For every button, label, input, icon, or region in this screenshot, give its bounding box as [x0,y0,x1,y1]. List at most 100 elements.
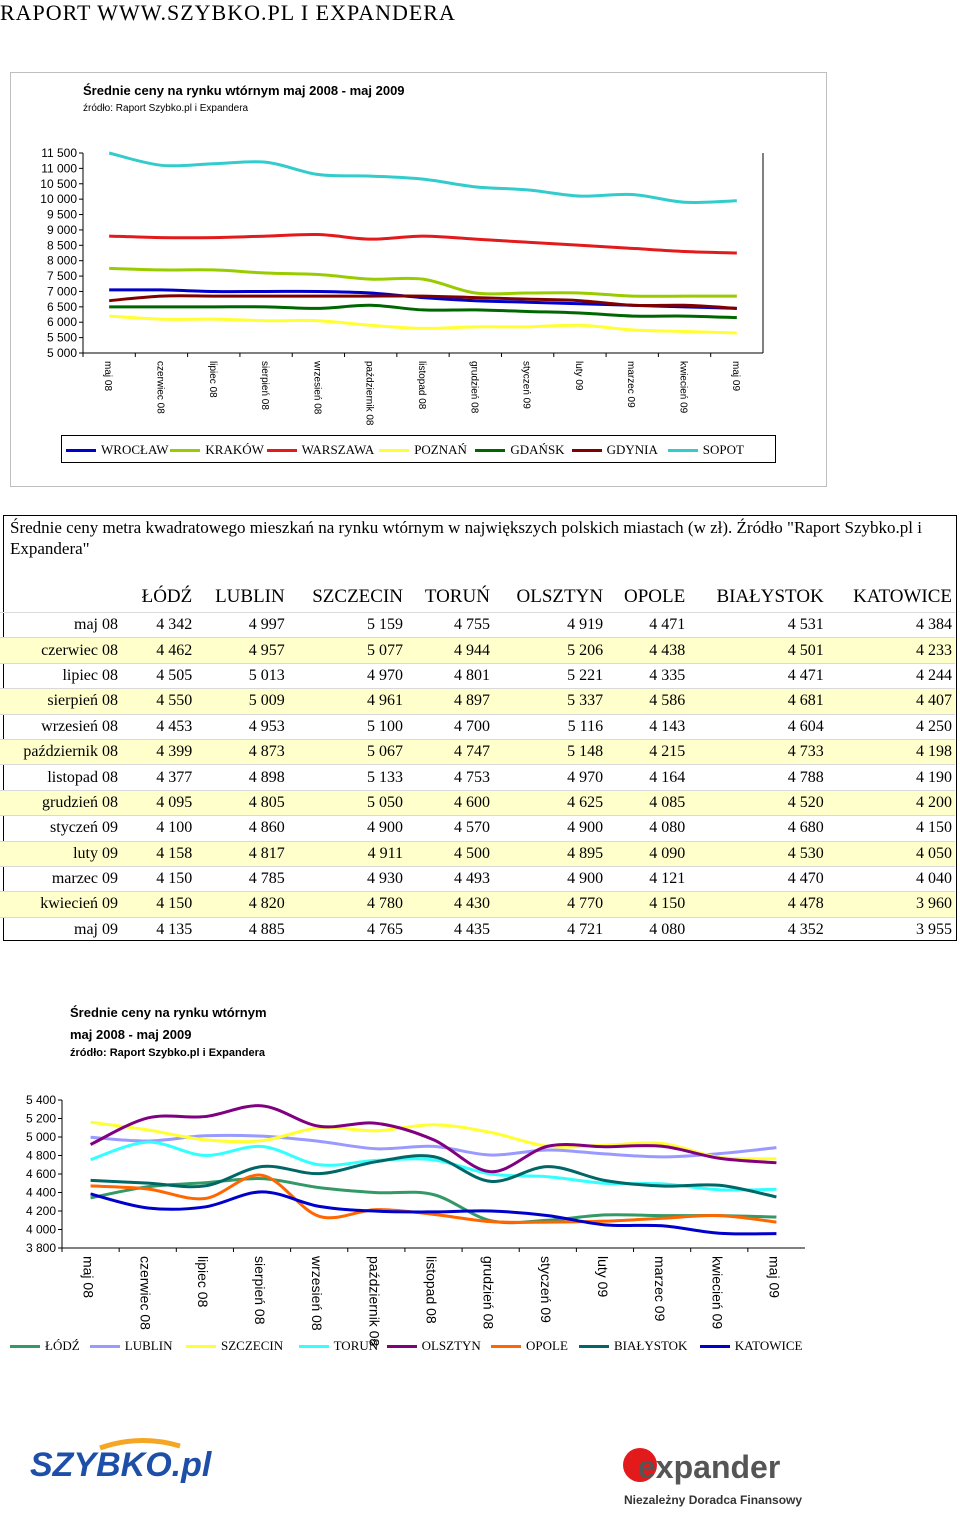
table-cell: 4 733 [688,738,827,765]
table-cell: 4 150 [126,891,196,918]
row-label: luty 09 [0,840,126,867]
table-cell: 4 970 [287,662,407,689]
series-line [108,151,737,204]
table-cell: 4 961 [287,688,407,715]
column-header: SZCZECIN [312,586,404,607]
table-cell: 4 233 [826,637,955,664]
legend-swatch [10,1344,40,1348]
price-table: ŁÓDŹ LUBLIN SZCZECIN TORUŃ OLSZTYN OPOLE BIAŁY… [0,582,955,943]
row-label: wrzesień 08 [0,713,126,740]
table-cell: 4 478 [688,891,827,918]
table-cell: 4 150 [126,865,196,892]
legend-label: BIAŁYSTOK [614,1338,688,1353]
legend-item: LUBLIN [89,1338,172,1354]
table-row: lipiec 08 4 505 5 013 4 970 4 801 5 221 4 335 4… [0,662,955,689]
table-cell: 4 453 [126,713,196,740]
table-cell: 4 164 [606,764,689,791]
y-tick-label: 4 600 [26,1167,56,1181]
table-row: wrzesień 08 4 453 4 953 5 100 4 700 5 116 4 14… [0,713,955,740]
row-label: lipiec 08 [0,662,126,689]
table-cell: 5 050 [287,789,407,816]
x-tick-label: listopad 08 [424,1256,440,1324]
row-label: maj 08 [0,611,126,638]
table-cell: 4 900 [492,865,607,892]
table-cell: 4 435 [406,916,493,943]
szybko-logo: SZYBKO.pl [30,1436,230,1501]
x-tick-label: lipiec 08 [207,361,218,398]
legend-swatch [170,448,201,452]
x-tick-label: październik 08 [364,361,375,426]
y-tick-label: 4 200 [26,1204,56,1218]
table-cell: 4 570 [406,815,493,842]
table-cell: 5 009 [195,688,288,715]
table-cell: 4 785 [195,865,288,892]
x-tick-label: kwiecień 09 [709,1256,725,1329]
legend-label: SOPOT [702,442,744,457]
legend-swatch [475,448,506,452]
x-tick-label: październik 08 [366,1256,382,1346]
row-label: listopad 08 [0,764,126,791]
table-cell: 4 430 [406,891,493,918]
legend-item: KRAKÓW [170,442,264,458]
row-label: październik 08 [0,738,126,765]
legend-swatch [379,448,410,452]
series-line [109,294,737,310]
legend-swatch [386,1344,417,1348]
y-tick-label: 4 800 [26,1149,56,1163]
legend-item: SZCZECIN [186,1338,283,1354]
table-cell: 4 944 [406,637,493,664]
table-cell: 4 770 [492,891,607,918]
table-row: grudzień 08 4 095 4 805 5 050 4 600 4 625 4 08… [0,789,955,816]
table-cell: 4 200 [826,789,955,816]
table-cell: 4 680 [688,815,827,842]
table-row: luty 09 4 158 4 817 4 911 4 500 4 895 4 090 4 5… [0,840,955,867]
table-cell: 4 801 [406,662,493,689]
x-tick-label: lipiec 08 [195,1256,211,1308]
table-cell: 5 337 [492,688,607,715]
table-cell: 4 765 [287,916,407,943]
series-line [90,1140,777,1192]
legend-item: WROCŁAW [66,442,169,458]
table-header-row: ŁÓDŹ LUBLIN SZCZECIN TORUŃ OLSZTYN OPOLE BIAŁY… [0,582,955,613]
row-label: czerwiec 08 [0,637,126,664]
legend-label: TORUŃ [333,1338,379,1353]
legend-label: OPOLE [526,1338,568,1353]
table-cell: 4 860 [195,815,288,842]
table-cell: 4 911 [287,840,407,867]
table-cell: 4 957 [195,637,288,664]
table-cell: 4 438 [606,637,689,664]
table-cell: 4 250 [826,713,955,740]
table-cell: 4 135 [126,916,196,943]
table-cell: 4 780 [287,891,407,918]
table-row: maj 09 4 135 4 885 4 765 4 435 4 721 4 080 4 35… [0,916,955,943]
table-cell: 4 820 [195,891,288,918]
table-cell: 4 755 [406,611,493,638]
table-cell: 4 085 [606,789,689,816]
y-tick-label: 7 000 [47,284,77,298]
legend-swatch [266,448,297,452]
column-header: LUBLIN [215,586,285,607]
table-cell: 4 681 [688,688,827,715]
table-cell: 4 805 [195,789,288,816]
legend-label: KATOWICE [734,1338,803,1353]
legend-label: SZCZECIN [221,1338,284,1353]
chart-source: źródło: Raport Szybko.pl i Expandera [83,103,249,114]
table-cell: 4 190 [826,764,955,791]
legend-label: KRAKÓW [205,442,264,457]
table-cell: 4 895 [492,840,607,867]
legend-swatch [186,1344,216,1348]
table-row: listopad 08 4 377 4 898 5 133 4 753 4 970 4 16… [0,764,955,791]
table-cell: 4 600 [406,789,493,816]
table-cell: 4 997 [195,611,288,638]
table-caption: Średnie ceny metra kwadratowego mieszkań… [10,518,922,558]
chart-mid-cities: Średnie ceny na rynku wtórnym maj 2008 -… [10,995,825,1365]
series-line [109,303,737,320]
column-header: TORUŃ [424,586,490,607]
row-label: marzec 09 [0,865,126,892]
table-cell: 4 352 [688,916,827,943]
table-cell: 4 897 [406,688,493,715]
x-tick-label: styczeń 09 [521,361,532,409]
table-cell: 4 143 [606,713,689,740]
x-tick-label: marzec 09 [625,361,636,408]
table-cell: 4 550 [126,688,196,715]
